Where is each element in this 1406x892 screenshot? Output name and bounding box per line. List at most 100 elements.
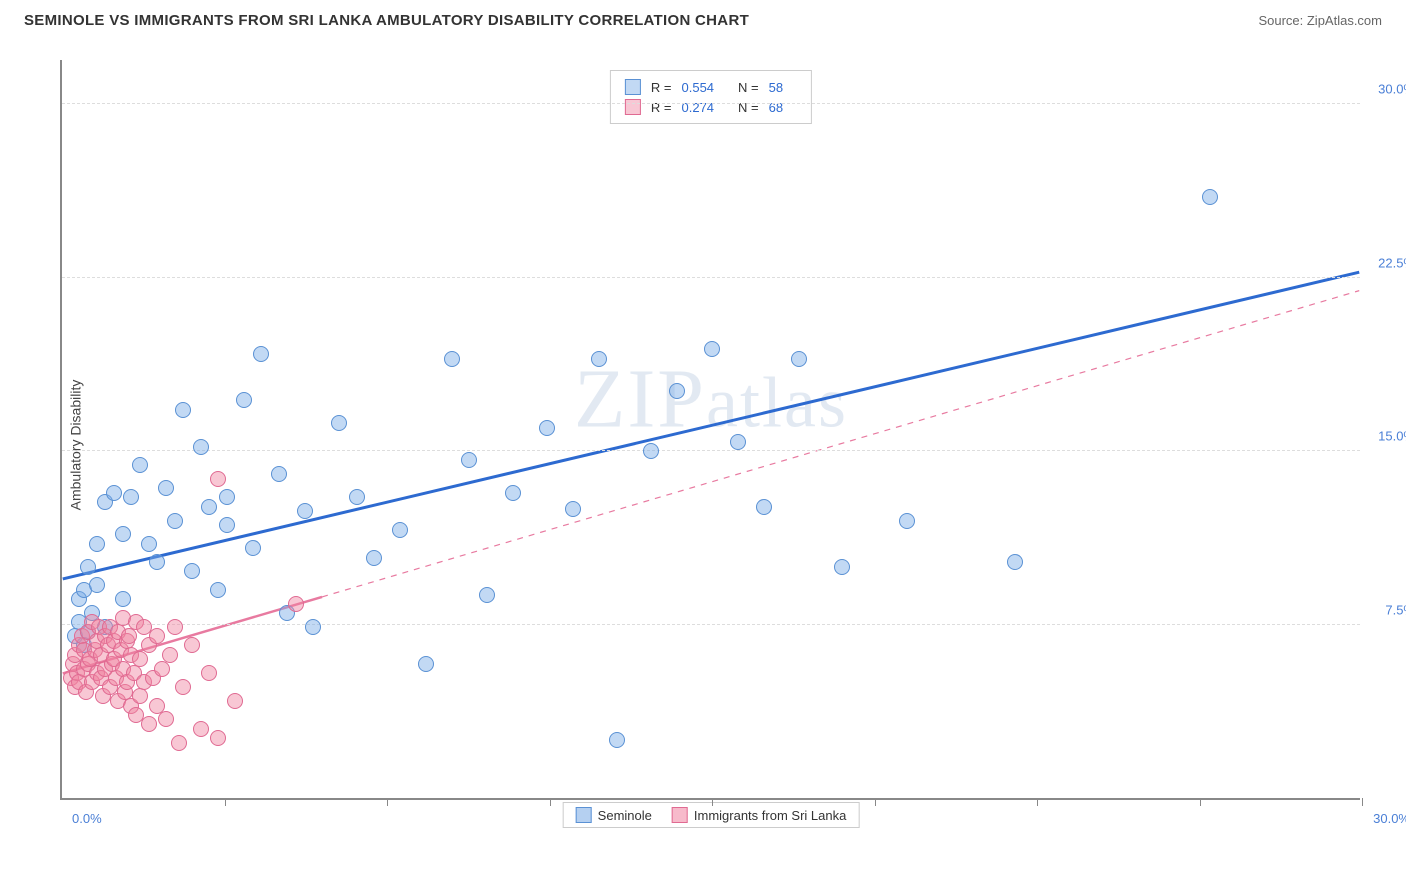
x-axis-min-label: 0.0% xyxy=(72,811,102,826)
legend: Seminole Immigrants from Sri Lanka xyxy=(563,802,860,828)
stat-r-label: R = xyxy=(651,100,672,115)
data-point xyxy=(132,457,148,473)
data-point xyxy=(1202,189,1218,205)
data-point xyxy=(219,517,235,533)
watermark: ZIPatlas xyxy=(574,351,848,448)
data-point xyxy=(392,522,408,538)
data-point xyxy=(121,628,137,644)
correlation-stats-box: R = 0.554 N = 58 R =0.274N =68 xyxy=(610,70,812,124)
data-point xyxy=(271,466,287,482)
data-point xyxy=(193,439,209,455)
data-point xyxy=(756,499,772,515)
stat-r-label: R = xyxy=(651,80,672,95)
data-point xyxy=(123,489,139,505)
data-point xyxy=(89,577,105,593)
stat-row: R = 0.554 N = 58 xyxy=(625,77,797,97)
data-point xyxy=(149,554,165,570)
data-point xyxy=(141,716,157,732)
x-tick xyxy=(712,798,713,806)
data-point xyxy=(643,443,659,459)
gridline-h xyxy=(62,624,1360,625)
data-point xyxy=(461,452,477,468)
data-point xyxy=(539,420,555,436)
gridline-h xyxy=(62,277,1360,278)
gridline-h xyxy=(62,103,1360,104)
data-point xyxy=(479,587,495,603)
data-point xyxy=(175,402,191,418)
stat-n-label: N = xyxy=(738,100,759,115)
data-point xyxy=(418,656,434,672)
x-tick xyxy=(550,798,551,806)
legend-swatch xyxy=(576,807,592,823)
data-point xyxy=(167,513,183,529)
data-point xyxy=(591,351,607,367)
data-point xyxy=(253,346,269,362)
legend-item: Immigrants from Sri Lanka xyxy=(672,807,846,823)
data-point xyxy=(167,619,183,635)
data-point xyxy=(730,434,746,450)
data-point xyxy=(210,730,226,746)
series-swatch xyxy=(625,79,641,95)
data-point xyxy=(210,471,226,487)
gridline-h xyxy=(62,450,1360,451)
x-tick xyxy=(225,798,226,806)
data-point xyxy=(366,550,382,566)
data-point xyxy=(791,351,807,367)
y-tick-label: 7.5% xyxy=(1385,602,1406,617)
x-tick xyxy=(387,798,388,806)
data-point xyxy=(80,559,96,575)
chart-title: SEMINOLE VS IMMIGRANTS FROM SRI LANKA AM… xyxy=(24,12,749,29)
data-point xyxy=(565,501,581,517)
x-tick xyxy=(1362,798,1363,806)
trend-lines xyxy=(62,60,1360,798)
data-point xyxy=(288,596,304,612)
stat-r-value: 0.554 xyxy=(681,80,714,95)
data-point xyxy=(834,559,850,575)
data-point xyxy=(184,563,200,579)
chart-container: Ambulatory Disability ZIPatlas R =0.554N… xyxy=(50,50,1380,840)
stat-row: R =0.274N =68 xyxy=(625,97,797,117)
stat-n-label: N = xyxy=(738,80,759,95)
data-point xyxy=(162,647,178,663)
data-point xyxy=(158,711,174,727)
data-point xyxy=(219,489,235,505)
y-tick-label: 22.5% xyxy=(1378,255,1406,270)
data-point xyxy=(201,665,217,681)
data-point xyxy=(444,351,460,367)
legend-swatch xyxy=(672,807,688,823)
data-point xyxy=(141,536,157,552)
data-point xyxy=(193,721,209,737)
chart-source: Source: ZipAtlas.com xyxy=(1258,13,1382,28)
x-tick xyxy=(1200,798,1201,806)
data-point xyxy=(349,489,365,505)
y-tick-label: 15.0% xyxy=(1378,429,1406,444)
stat-n-value: 58 xyxy=(769,80,783,95)
data-point xyxy=(210,582,226,598)
data-point xyxy=(297,503,313,519)
data-point xyxy=(245,540,261,556)
data-point xyxy=(106,485,122,501)
data-point xyxy=(132,688,148,704)
data-point xyxy=(158,480,174,496)
data-point xyxy=(505,485,521,501)
data-point xyxy=(236,392,252,408)
legend-label: Seminole xyxy=(598,808,652,823)
data-point xyxy=(175,679,191,695)
data-point xyxy=(669,383,685,399)
data-point xyxy=(609,732,625,748)
series-swatch xyxy=(625,99,641,115)
data-point xyxy=(305,619,321,635)
legend-label: Immigrants from Sri Lanka xyxy=(694,808,846,823)
data-point xyxy=(184,637,200,653)
plot-area: ZIPatlas R =0.554N =58R =0.274N =68 Semi… xyxy=(60,60,1360,800)
data-point xyxy=(331,415,347,431)
y-tick-label: 30.0% xyxy=(1378,82,1406,97)
data-point xyxy=(154,661,170,677)
data-point xyxy=(201,499,217,515)
data-point xyxy=(149,628,165,644)
legend-item: Seminole xyxy=(576,807,652,823)
data-point xyxy=(89,536,105,552)
data-point xyxy=(899,513,915,529)
data-point xyxy=(171,735,187,751)
x-tick xyxy=(875,798,876,806)
